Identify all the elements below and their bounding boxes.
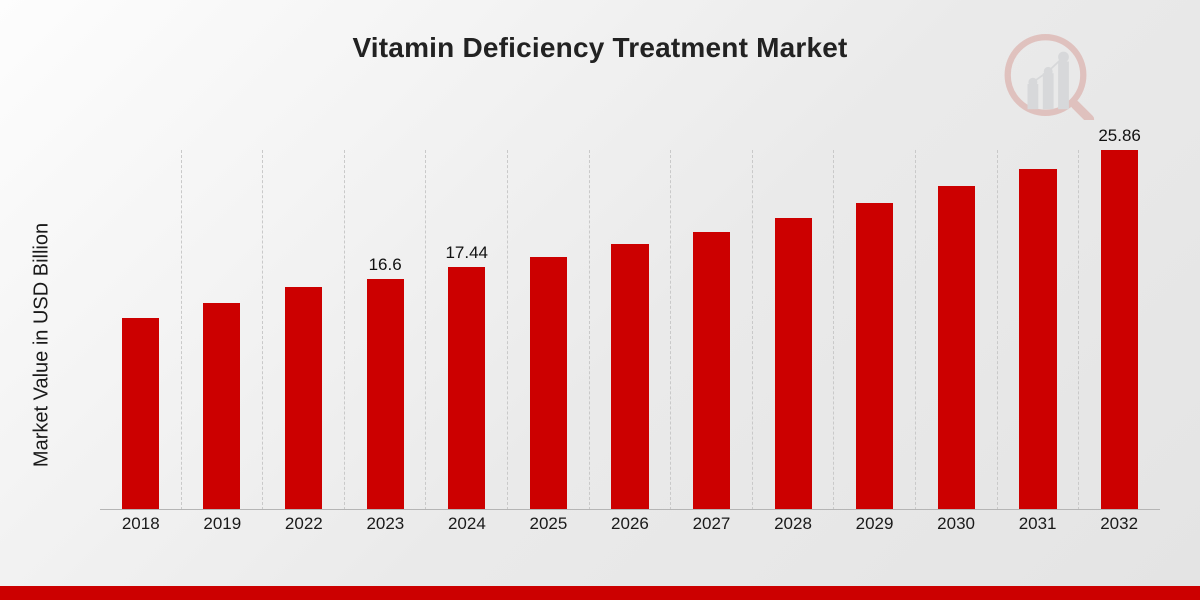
bar-2029[interactable] — [856, 203, 893, 510]
bar-value-2023: 16.6 — [369, 255, 402, 275]
x-axis-labels: 2018 2019 2022 2023 2024 2025 2026 2027 … — [100, 510, 1160, 540]
chart-area: Market Value in USD Billion 16.6 17.44 — [60, 150, 1160, 540]
chart-page: Vitamin Deficiency Treatment Market Mark… — [0, 0, 1200, 600]
x-label-2028[interactable]: 2028 — [752, 510, 834, 540]
category-2022 — [262, 150, 344, 510]
x-label-2031[interactable]: 2031 — [997, 510, 1079, 540]
bar-2018[interactable] — [122, 318, 159, 510]
bar-2031[interactable] — [1019, 169, 1056, 510]
x-label-2022[interactable]: 2022 — [263, 510, 345, 540]
bar-plot: 16.6 17.44 — [100, 150, 1160, 510]
bar-value-2024: 17.44 — [445, 243, 488, 263]
category-2031 — [997, 150, 1079, 510]
category-2028 — [752, 150, 834, 510]
category-2030 — [915, 150, 997, 510]
x-label-2029[interactable]: 2029 — [834, 510, 916, 540]
category-2032: 25.86 — [1078, 150, 1160, 510]
x-label-2030[interactable]: 2030 — [915, 510, 997, 540]
category-2029 — [833, 150, 915, 510]
y-axis-label: Market Value in USD Billion — [31, 223, 54, 467]
x-label-2025[interactable]: 2025 — [508, 510, 590, 540]
bar-2030[interactable] — [938, 186, 975, 510]
bar-2028[interactable] — [775, 218, 812, 510]
category-2025 — [507, 150, 589, 510]
bar-2022[interactable] — [285, 287, 322, 510]
x-label-2018[interactable]: 2018 — [100, 510, 182, 540]
x-label-2026[interactable]: 2026 — [589, 510, 671, 540]
x-label-2024[interactable]: 2024 — [426, 510, 508, 540]
category-2023: 16.6 — [344, 150, 426, 510]
bar-2019[interactable] — [203, 303, 240, 510]
category-2024: 17.44 — [425, 150, 507, 510]
category-2019 — [181, 150, 263, 510]
x-label-2027[interactable]: 2027 — [671, 510, 753, 540]
category-2018 — [100, 150, 181, 510]
footer-accent-bar — [0, 586, 1200, 600]
bar-2027[interactable] — [693, 232, 730, 510]
x-label-2023[interactable]: 2023 — [345, 510, 427, 540]
x-label-2032[interactable]: 2032 — [1078, 510, 1160, 540]
bar-value-2032: 25.86 — [1098, 126, 1141, 146]
bar-2024[interactable]: 17.44 — [448, 267, 485, 510]
category-2026 — [589, 150, 671, 510]
bar-2026[interactable] — [611, 244, 648, 510]
bar-2023[interactable]: 16.6 — [367, 279, 404, 510]
bar-2025[interactable] — [530, 257, 567, 510]
x-label-2019[interactable]: 2019 — [182, 510, 264, 540]
category-2027 — [670, 150, 752, 510]
chart-title: Vitamin Deficiency Treatment Market — [0, 0, 1200, 64]
bar-2032[interactable]: 25.86 — [1101, 150, 1138, 510]
